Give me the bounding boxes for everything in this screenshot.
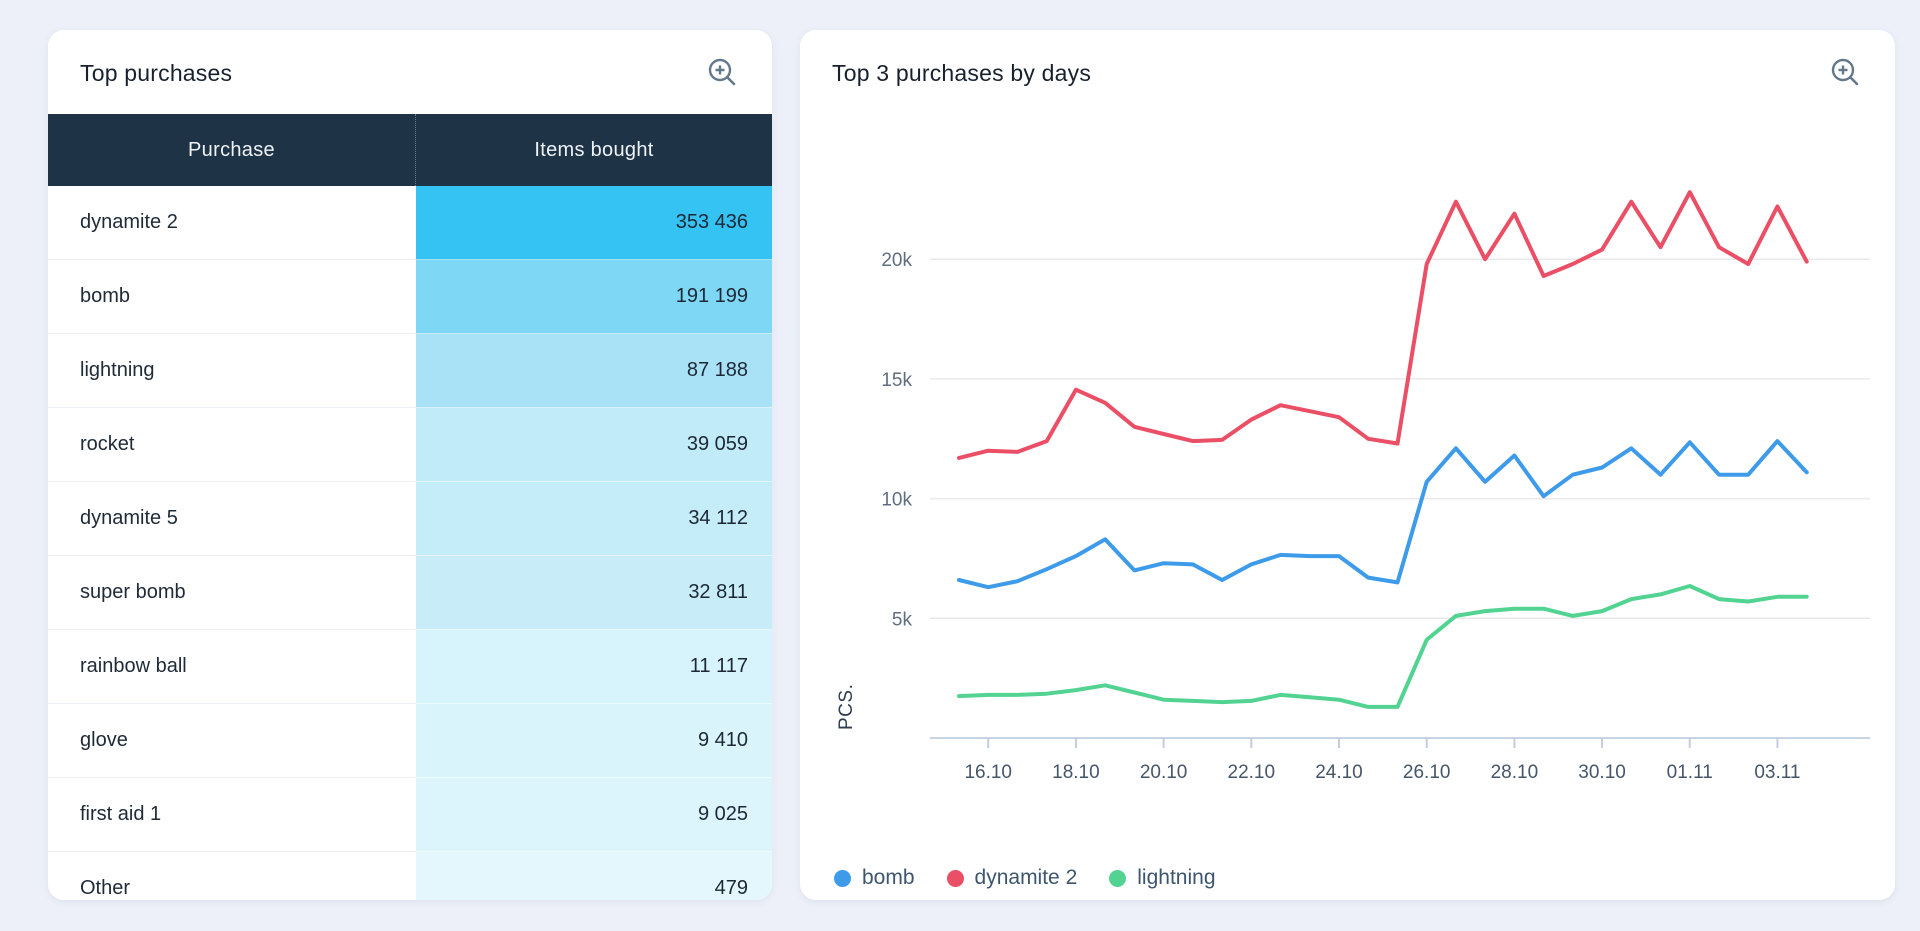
table-row: dynamite 2 353 436 bbox=[48, 186, 772, 260]
purchase-name-cell: super bomb bbox=[48, 555, 416, 630]
line-series-bomb bbox=[957, 439, 1809, 590]
items-bought-cell: 191 199 bbox=[415, 259, 772, 334]
table-row: Other 479 bbox=[48, 851, 772, 900]
column-header-items-bought: Items bought bbox=[415, 114, 772, 186]
items-bought-cell: 87 188 bbox=[415, 333, 772, 408]
x-axis-tick-label: 24.10 bbox=[1315, 762, 1363, 783]
magnifier-plus-icon bbox=[1831, 58, 1859, 86]
y-axis-tick-label: 10k bbox=[881, 490, 912, 511]
purchase-name-cell: dynamite 2 bbox=[48, 186, 416, 260]
page-title: Top purchases bbox=[80, 59, 233, 86]
top-purchases-table: Purchase Items bought dynamite 2 353 436 b… bbox=[48, 114, 772, 900]
legend-label: lightning bbox=[1137, 866, 1216, 889]
legend-dot bbox=[946, 869, 964, 887]
purchase-name-cell: glove bbox=[48, 703, 416, 778]
top3-purchases-chart-card: Top 3 purchases by days 5k 10k 15k 20k 16.10… bbox=[800, 30, 1895, 900]
x-axis-tick-label: 30.10 bbox=[1578, 762, 1626, 783]
x-axis-tick-label: 01.11 bbox=[1667, 762, 1713, 783]
x-axis-tick-label: 22.10 bbox=[1228, 762, 1276, 783]
table-row: rocket 39 059 bbox=[48, 407, 772, 482]
y-axis-title: PCS. bbox=[836, 684, 857, 730]
items-bought-cell: 11 117 bbox=[415, 629, 772, 704]
table-row: dynamite 5 34 112 bbox=[48, 481, 772, 556]
y-axis-tick-label: 20k bbox=[881, 250, 912, 271]
table-row: bomb 191 199 bbox=[48, 259, 772, 334]
table-row: lightning 87 188 bbox=[48, 333, 772, 408]
items-bought-cell: 9 410 bbox=[415, 703, 772, 778]
x-axis-tick-label: 26.10 bbox=[1403, 762, 1451, 783]
table-row: rainbow ball 11 117 bbox=[48, 629, 772, 704]
legend-item-dynamite-2[interactable]: dynamite 2 bbox=[946, 866, 1078, 890]
purchase-name-cell: rocket bbox=[48, 407, 416, 482]
zoom-expand-button[interactable] bbox=[704, 54, 742, 92]
legend-label: dynamite 2 bbox=[974, 866, 1078, 889]
purchase-name-cell: Other bbox=[48, 851, 416, 900]
line-series-lightning bbox=[957, 584, 1809, 709]
legend-dot bbox=[1109, 869, 1127, 887]
y-axis-tick-label: 5k bbox=[892, 609, 913, 630]
x-axis-tick-label: 28.10 bbox=[1491, 762, 1539, 783]
items-bought-cell: 353 436 bbox=[415, 186, 772, 260]
purchase-name-cell: rainbow ball bbox=[48, 629, 416, 704]
top-purchases-header: Top purchases bbox=[48, 30, 772, 114]
column-header-purchase: Purchase bbox=[48, 114, 416, 186]
x-axis-tick-label: 18.10 bbox=[1052, 762, 1100, 783]
legend-item-bomb[interactable]: bomb bbox=[834, 866, 915, 890]
purchase-name-cell: dynamite 5 bbox=[48, 481, 416, 556]
chart-legend: bomb dynamite 2 lightning bbox=[834, 866, 1216, 890]
magnifier-plus-icon bbox=[708, 58, 736, 86]
x-axis-tick-label: 16.10 bbox=[964, 762, 1012, 783]
items-bought-cell: 34 112 bbox=[415, 481, 772, 556]
purchase-name-cell: lightning bbox=[48, 333, 416, 408]
table-row: super bomb 32 811 bbox=[48, 555, 772, 630]
chart-title: Top 3 purchases by days bbox=[832, 59, 1092, 86]
items-bought-cell: 32 811 bbox=[415, 555, 772, 630]
top-purchases-card: Top purchases Purchase Items bought dyna… bbox=[48, 30, 772, 900]
x-axis-tick-label: 20.10 bbox=[1140, 762, 1188, 783]
purchase-name-cell: first aid 1 bbox=[48, 777, 416, 852]
chart-card-header: Top 3 purchases by days bbox=[800, 30, 1895, 114]
x-axis-tick-label: 03.11 bbox=[1754, 762, 1800, 783]
table-header-row: Purchase Items bought bbox=[48, 114, 772, 186]
items-bought-cell: 9 025 bbox=[415, 777, 772, 852]
zoom-expand-button[interactable] bbox=[1827, 54, 1865, 92]
items-bought-cell: 39 059 bbox=[415, 407, 772, 482]
y-axis-tick-label: 15k bbox=[881, 370, 912, 391]
line-chart: 5k 10k 15k 20k 16.10 18.10 20.10 22.10 24.10 26.1… bbox=[836, 190, 1870, 783]
legend-item-lightning[interactable]: lightning bbox=[1109, 866, 1216, 890]
line-series-dynamite-2 bbox=[957, 190, 1809, 460]
items-bought-cell: 479 bbox=[415, 851, 772, 900]
table-row: glove 9 410 bbox=[48, 703, 772, 778]
legend-dot bbox=[834, 869, 851, 887]
legend-label: bomb bbox=[862, 866, 915, 889]
purchase-name-cell: bomb bbox=[48, 259, 416, 334]
